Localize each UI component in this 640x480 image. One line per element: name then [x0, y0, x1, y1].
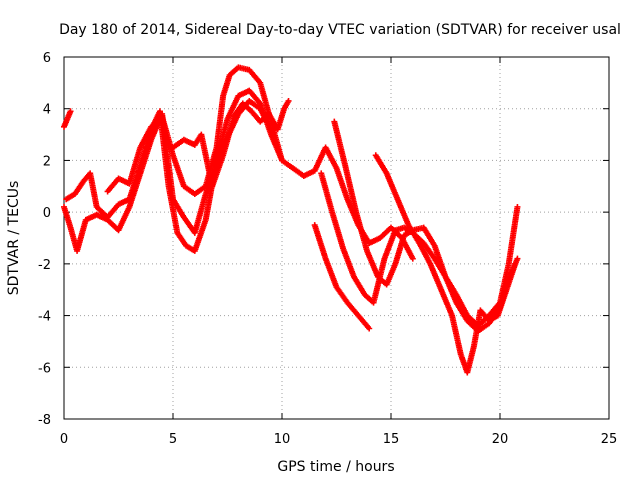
x-tick-label: 20	[492, 432, 509, 447]
y-tick-label: 2	[43, 154, 51, 169]
chart-title: Day 180 of 2014, Sidereal Day-to-day VTE…	[59, 22, 621, 38]
data-point	[67, 108, 74, 115]
data-point	[285, 97, 292, 104]
data-point	[409, 255, 416, 262]
axis-ticks: 0 5 10 15 20 25 -8 -6 -4 -2 0 2 4 6	[38, 51, 617, 447]
y-tick-label: -4	[38, 310, 51, 325]
data-point	[514, 203, 521, 210]
y-tick-label: -2	[38, 258, 51, 273]
x-tick-label: 15	[383, 432, 400, 447]
y-tick-label: 6	[43, 51, 51, 66]
data-point	[366, 325, 373, 332]
x-axis-label: GPS time / hours	[277, 459, 394, 475]
data-point	[512, 260, 519, 267]
y-tick-label: -8	[38, 413, 51, 428]
data-points	[61, 64, 521, 376]
plot-frame	[63, 56, 610, 420]
x-tick-label: 10	[274, 432, 291, 447]
data-point	[514, 255, 521, 262]
y-axis-label: SDTVAR / TECUs	[6, 181, 22, 296]
x-tick-label: 25	[601, 432, 618, 447]
y-tick-label: 4	[43, 103, 51, 118]
x-tick-label: 0	[60, 432, 68, 447]
y-tick-label: -6	[38, 361, 51, 376]
y-tick-label: 0	[43, 206, 51, 221]
grid-lines	[64, 57, 609, 419]
x-tick-label: 5	[169, 432, 177, 447]
